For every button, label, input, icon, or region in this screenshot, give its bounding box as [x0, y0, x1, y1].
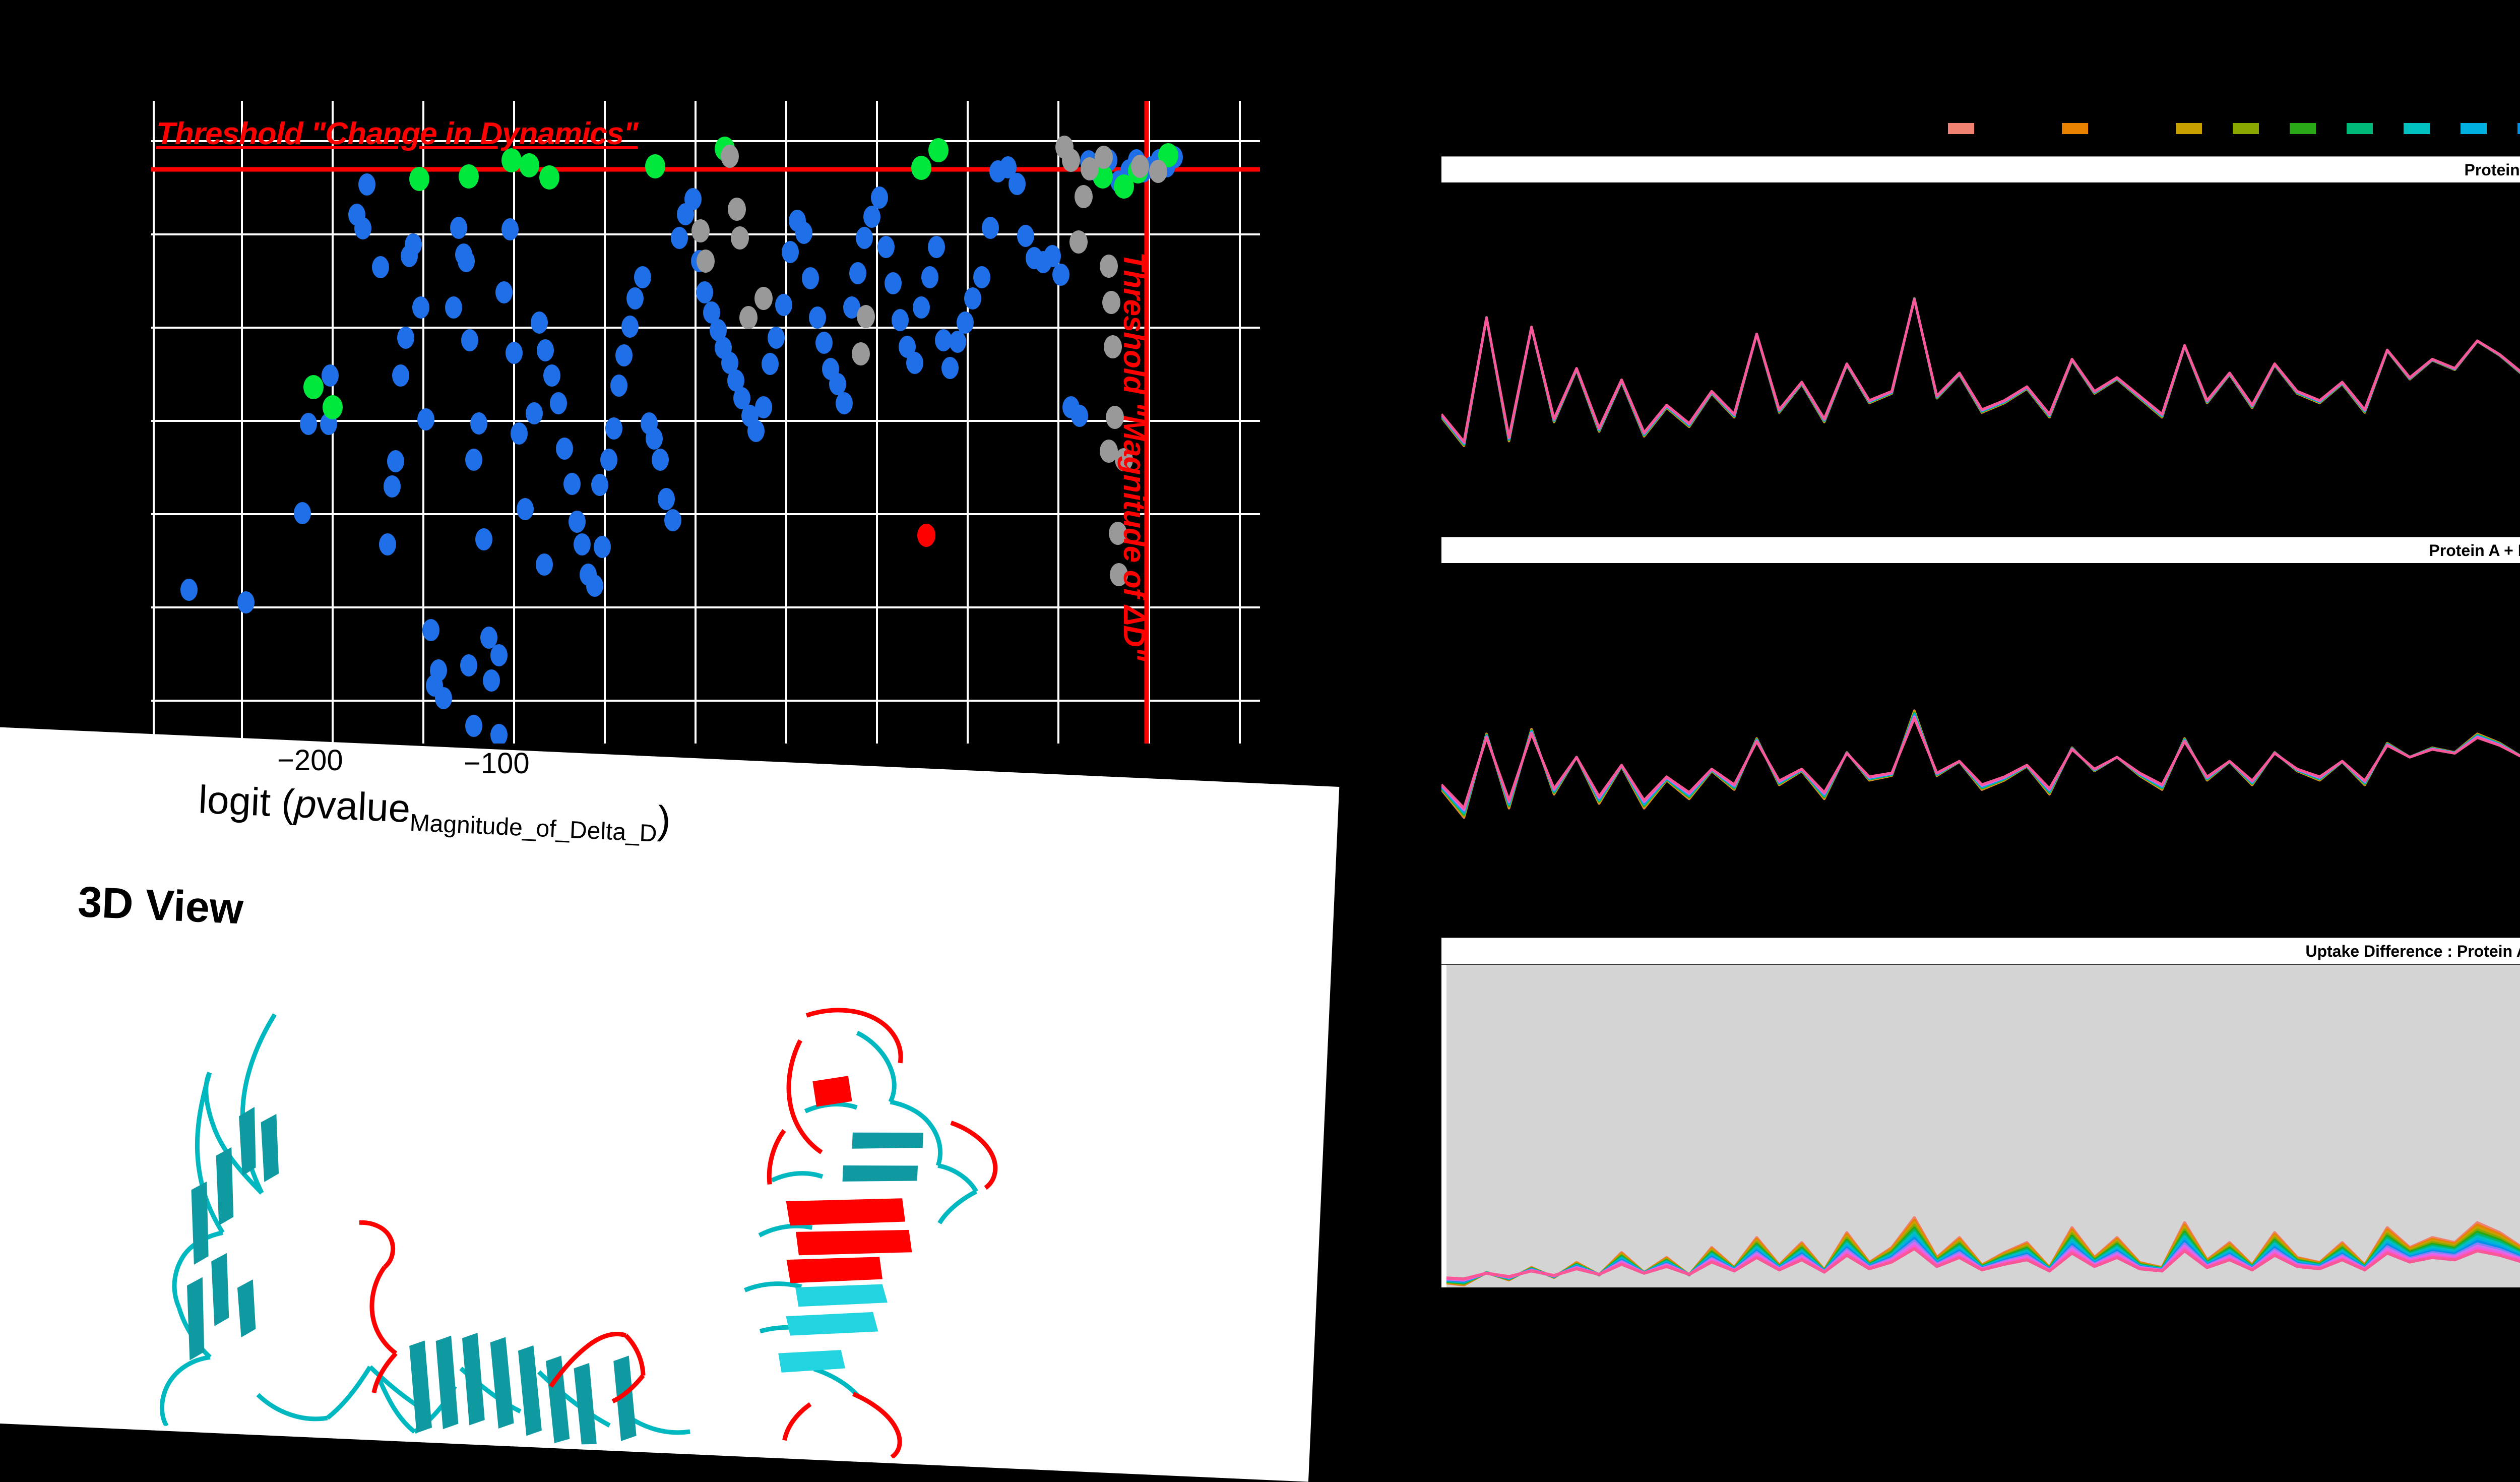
- uptake-trace-b-svg: [1441, 563, 2520, 845]
- volcano-svg: [151, 101, 1260, 744]
- legend-swatch-8[interactable]: [2461, 123, 2487, 134]
- uptake-series-line: [1441, 298, 2520, 443]
- uptake-trace-protein-a[interactable]: [1441, 182, 2520, 465]
- threshold-change-in-dynamics-label: Threshold "Change in Dynamics": [156, 116, 639, 151]
- protein-structure-viewer[interactable]: [105, 950, 1133, 1468]
- uptake-series-line: [1441, 717, 2520, 810]
- trace-a-series: [1441, 297, 2520, 447]
- legend-swatch-7[interactable]: [2404, 123, 2430, 134]
- trace-c-left-margin: [1441, 965, 1446, 1287]
- trace-a-background: [1441, 182, 2520, 465]
- legend-swatch-3[interactable]: [2176, 123, 2202, 134]
- timepoint-legend: [1441, 116, 2520, 141]
- volcano-points-green[interactable]: [303, 137, 1178, 419]
- viewer-background: [105, 950, 1133, 1468]
- uptake-trace-a-svg: [1441, 182, 2520, 465]
- volcano-x-tick-labels: −200 −100: [151, 744, 1260, 789]
- x-tick-label: −200: [277, 744, 343, 777]
- panel-title-protein-a: Protein A: [1441, 156, 2520, 183]
- volcano-points-grey[interactable]: [691, 136, 1167, 586]
- uptake-plots-column: Protein A Protein A + Ligand Uptake Diff…: [1441, 15, 2520, 1326]
- uptake-panel-protein-a: Protein A: [1441, 156, 2520, 499]
- volcano-background: [151, 101, 1260, 744]
- view-3d-card: logit (pvalueMagnitude_of_Delta_D) 3D Vi…: [0, 726, 1340, 1482]
- uptake-trace-protein-a-ligand[interactable]: [1441, 563, 2520, 845]
- panel-title-difference: Uptake Difference : Protein A - (Protein…: [1441, 938, 2520, 965]
- protein-ribbon-svg: [105, 950, 1133, 1468]
- protein-highlight-sheets-right: [786, 1076, 912, 1283]
- x-axis-label-value: value: [315, 782, 412, 831]
- uptake-trace-difference[interactable]: [1441, 965, 2520, 1287]
- trace-c-plot-background-left: [1445, 965, 2520, 1287]
- legend-swatch-6[interactable]: [2347, 123, 2373, 134]
- legend-swatch-5[interactable]: [2290, 123, 2316, 134]
- volcano-points-red[interactable]: [917, 524, 935, 547]
- uptake-panel-protein-a-ligand: Protein A + Ligand: [1441, 537, 2520, 880]
- view-3d-title: 3D View: [77, 877, 244, 934]
- protein-sheets-left: [187, 1106, 279, 1361]
- uptake-panel-difference: Uptake Difference : Protein A - (Protein…: [1441, 938, 2520, 1301]
- volcano-scatter-chart[interactable]: [151, 101, 1260, 744]
- volcano-plot-panel: Threshold "Change in Dynamics" Threshold…: [151, 101, 1260, 744]
- x-tick-label: −100: [464, 747, 530, 780]
- uptake-series-line: [1441, 1247, 2520, 1280]
- x-axis-label-close: ): [656, 797, 672, 843]
- legend-swatch-9[interactable]: [2517, 123, 2520, 134]
- threshold-magnitude-label: Threshold "Magnitude of ΔD": [1117, 252, 1151, 661]
- protein-sheets-right-light: [778, 1284, 888, 1373]
- legend-swatch-4[interactable]: [2233, 123, 2259, 134]
- x-axis-label-subscript: Magnitude_of_Delta_D: [409, 809, 658, 847]
- uptake-trace-c-svg: [1441, 965, 2520, 1287]
- trace-b-series: [1441, 709, 2520, 819]
- legend-swatch-2[interactable]: [2062, 123, 2088, 134]
- panel-title-protein-a-ligand: Protein A + Ligand: [1441, 537, 2520, 564]
- protein-sheets-right: [842, 1132, 923, 1182]
- trace-b-background: [1441, 563, 2520, 845]
- volcano-vertical-gridlines: [153, 101, 1241, 744]
- legend-swatch-1[interactable]: [1948, 123, 1974, 134]
- trace-c-series: [1441, 1216, 2520, 1287]
